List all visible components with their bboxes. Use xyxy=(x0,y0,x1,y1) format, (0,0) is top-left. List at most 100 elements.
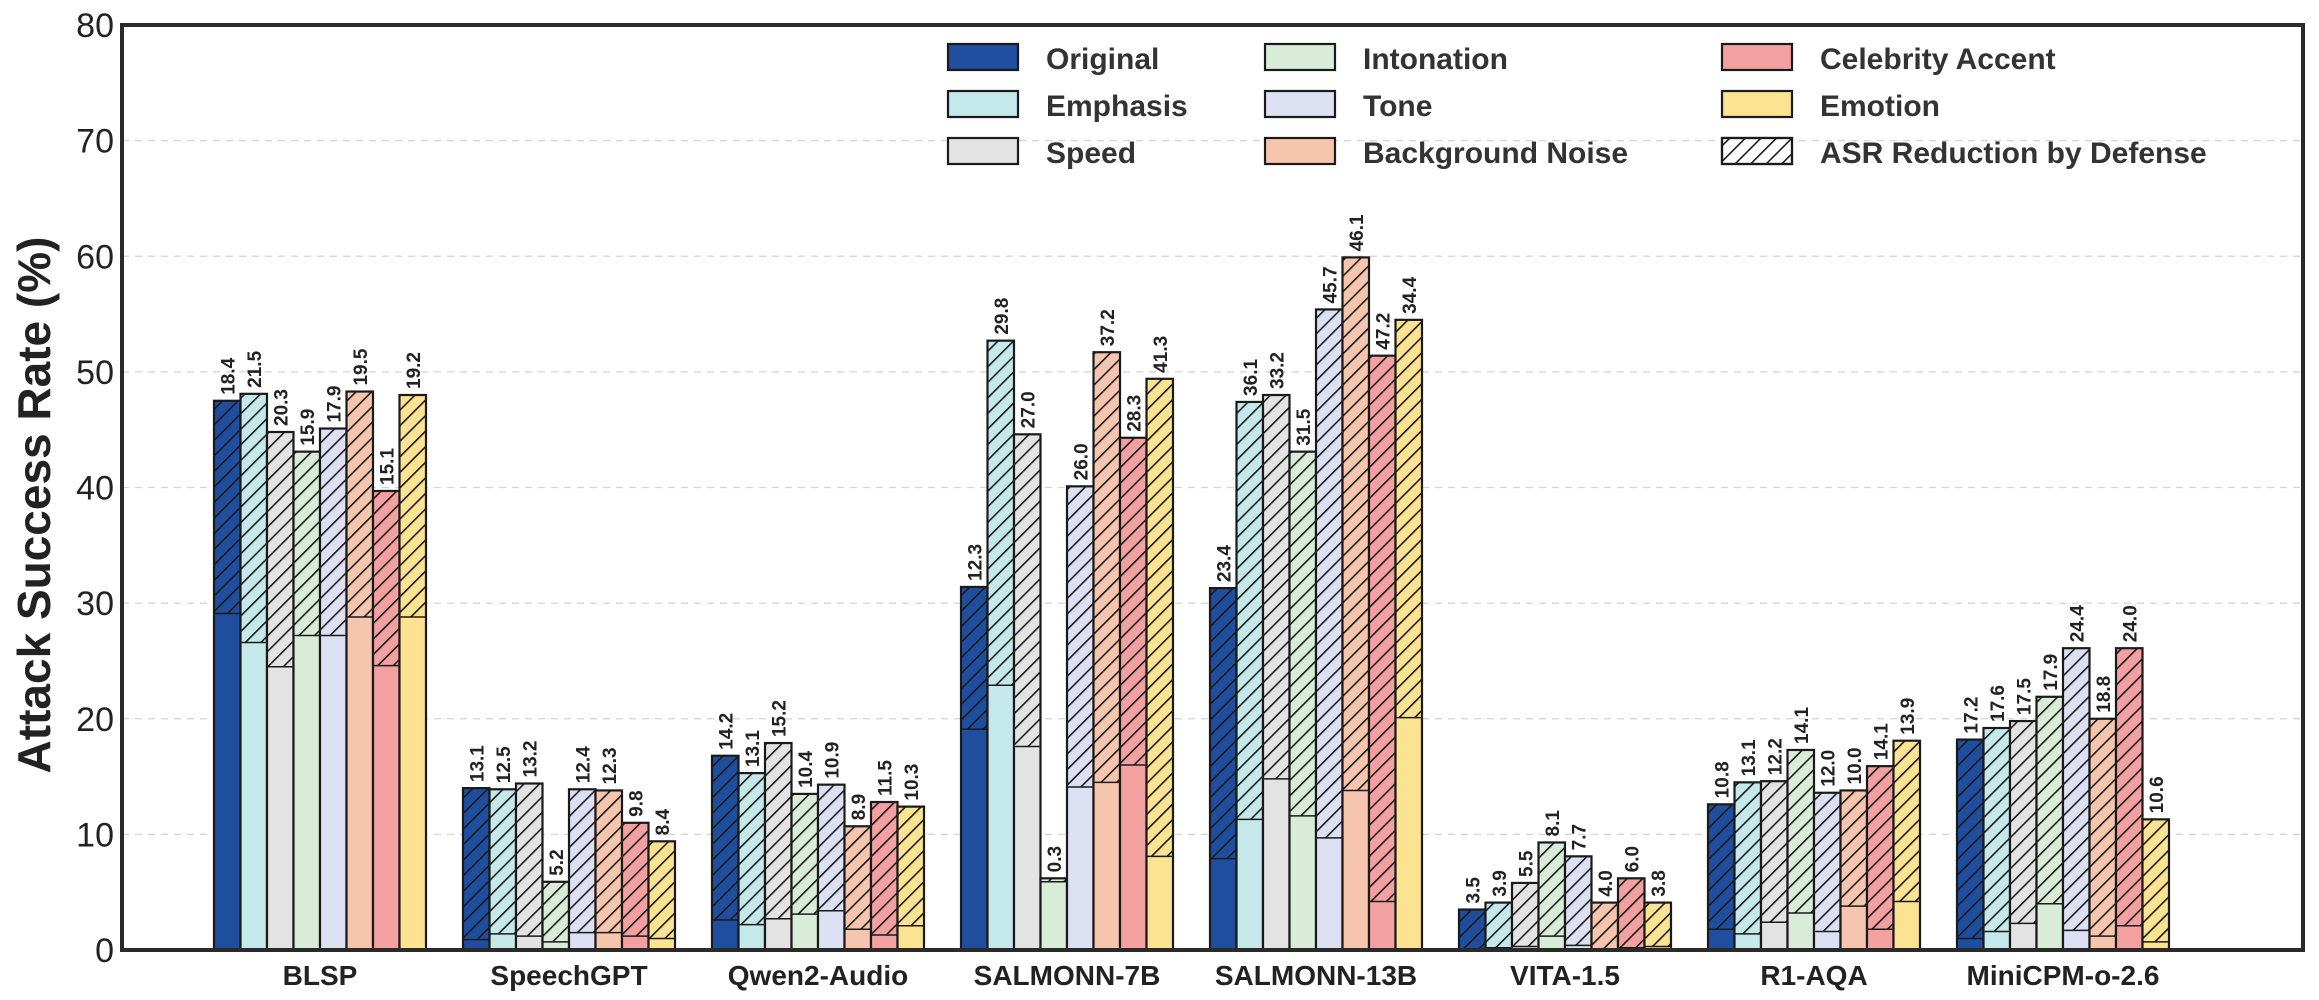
bar-reduction-hatch xyxy=(1512,882,1539,947)
data-label: 5.5 xyxy=(1516,850,1537,877)
bar-reduction-hatch xyxy=(1146,378,1173,857)
x-tick-label: Qwen2-Audio xyxy=(728,960,908,991)
bar-reduction-hatch xyxy=(516,783,543,937)
data-label: 36.1 xyxy=(1241,359,1262,396)
x-tick-label: BLSP xyxy=(283,960,358,991)
data-label: 47.2 xyxy=(1373,313,1394,350)
data-label: 33.2 xyxy=(1267,352,1288,389)
data-label: 19.5 xyxy=(351,348,372,385)
bar-reduction-hatch xyxy=(1395,319,1422,718)
bar-reduction-hatch xyxy=(1459,909,1486,950)
bar-reduction-hatch xyxy=(214,400,241,614)
bar-reduction-hatch xyxy=(1093,352,1120,783)
data-label: 27.0 xyxy=(1018,391,1039,428)
data-label: 17.2 xyxy=(1961,697,1982,734)
data-label: 15.1 xyxy=(377,448,398,485)
data-label: 14.1 xyxy=(1871,723,1892,760)
bar-reduction-hatch xyxy=(489,789,516,934)
bar-reduction-hatch xyxy=(1369,355,1396,902)
data-labels: 18.4 21.520.315.917.919.515.119.213.1 12.5… xyxy=(218,214,2168,904)
data-label: 31.5 xyxy=(1294,408,1315,445)
legend-swatch xyxy=(1263,42,1337,72)
bars xyxy=(212,256,2171,952)
bar-reduction-hatch xyxy=(1236,401,1263,820)
data-label: 0.3 xyxy=(1045,846,1066,872)
data-label: 8.9 xyxy=(849,794,870,820)
bar-reduction-hatch xyxy=(1210,588,1237,859)
bar-reduction-hatch xyxy=(399,395,426,617)
legend-swatch xyxy=(946,136,1020,166)
data-label: 10.6 xyxy=(2147,776,2168,813)
bar-reduction-hatch xyxy=(1067,486,1094,787)
data-label: 14.1 xyxy=(1792,707,1813,744)
bar-reduction-hatch xyxy=(1316,309,1343,838)
legend-swatch xyxy=(946,42,1020,72)
data-label: 12.3 xyxy=(965,544,986,581)
bar-reduction-hatch xyxy=(1734,782,1761,934)
data-label: 12.3 xyxy=(600,747,621,784)
data-label: 12.4 xyxy=(573,746,594,783)
data-label: 26.0 xyxy=(1071,443,1092,480)
y-tick-label: 80 xyxy=(76,7,114,45)
y-tick-label: 50 xyxy=(76,354,114,392)
bar-reduction-hatch xyxy=(1289,451,1316,816)
legend-label: Celebrity Accent xyxy=(1820,43,2056,76)
bar-reduction-hatch xyxy=(463,788,490,940)
data-label: 5.2 xyxy=(547,849,568,875)
bar-reduction-hatch xyxy=(648,841,675,939)
y-tick-label: 60 xyxy=(76,238,114,276)
bar-reduction-hatch xyxy=(1538,842,1565,937)
x-tick-label: R1-AQA xyxy=(1760,960,1867,991)
bar-reduction-hatch xyxy=(897,806,924,926)
data-label: 3.9 xyxy=(1490,870,1511,896)
data-label: 17.6 xyxy=(1988,685,2009,722)
legend-swatch-hatch xyxy=(1720,136,1794,166)
legend-label: Original xyxy=(1046,43,1159,76)
legend-swatch xyxy=(1720,42,1794,72)
bar-reduction-hatch xyxy=(1983,728,2010,932)
data-label: 29.8 xyxy=(992,298,1013,335)
x-tick-label: SpeechGPT xyxy=(490,960,647,991)
bar-reduction-hatch xyxy=(267,432,294,667)
data-label: 10.0 xyxy=(1845,747,1866,784)
y-axis-title: Attack Success Rate (%) xyxy=(8,237,60,774)
x-tick-label: MiniCPM-o-2.6 xyxy=(1967,960,2160,991)
legend-label: Background Noise xyxy=(1363,137,1628,170)
bar-reduction-hatch xyxy=(1040,878,1067,882)
bar-reduction-hatch xyxy=(320,428,347,636)
bar-reduction-hatch xyxy=(1120,437,1147,765)
bar-reduction-hatch xyxy=(871,802,898,935)
data-label: 34.4 xyxy=(1400,276,1421,313)
y-tick-label: 30 xyxy=(76,585,114,623)
bar-reduction-hatch xyxy=(373,490,400,666)
data-label: 17.9 xyxy=(324,386,345,423)
bar-reduction-hatch xyxy=(818,784,845,911)
y-tick-label: 20 xyxy=(76,701,114,739)
bar-reduction-hatch xyxy=(1644,902,1671,947)
bar xyxy=(1040,878,1067,950)
bar-reduction-hatch xyxy=(1708,804,1735,930)
bar-reduction-hatch xyxy=(712,755,739,920)
legend-label: Emotion xyxy=(1820,90,1940,123)
data-label: 3.5 xyxy=(1463,877,1484,904)
legend-label: ASR Reduction by Defense xyxy=(1820,137,2207,170)
y-tick-label: 70 xyxy=(76,123,114,161)
data-label: 18.8 xyxy=(2094,676,2115,713)
bar-reduction-hatch xyxy=(293,451,320,636)
legend-label: Speed xyxy=(1046,137,1136,170)
data-label: 20.3 xyxy=(271,389,292,426)
bar-reduction-hatch xyxy=(2010,721,2037,924)
data-label: 23.4 xyxy=(1214,545,1235,582)
data-label: 8.1 xyxy=(1543,810,1564,837)
bar-reduction-hatch xyxy=(1893,740,1920,902)
bar-reduction-hatch xyxy=(1342,257,1369,791)
plot-frame xyxy=(120,23,2305,952)
y-tick-label: 40 xyxy=(76,470,114,508)
bar-reduction-hatch xyxy=(791,793,818,915)
data-label: 13.1 xyxy=(1739,739,1760,776)
bar-reduction-hatch xyxy=(1263,395,1290,779)
y-tick-label: 0 xyxy=(95,932,114,970)
bar-reduction-hatch xyxy=(1814,792,1841,932)
legend-swatch xyxy=(1263,136,1337,166)
